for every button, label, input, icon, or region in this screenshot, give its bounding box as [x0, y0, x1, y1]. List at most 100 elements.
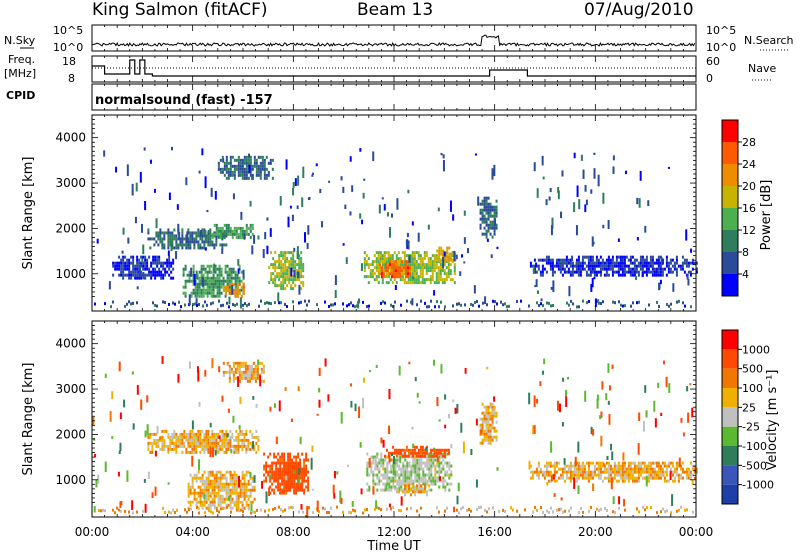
heatmap-cell: [268, 281, 270, 284]
heatmap-cell: [222, 501, 224, 504]
heatmap-cell: [124, 262, 126, 265]
heatmap-cell: [235, 280, 237, 283]
heatmap-cell: [305, 474, 307, 477]
heatmap-cell: [161, 243, 163, 246]
heatmap-cell: [194, 498, 196, 501]
heatmap-cell: [396, 198, 398, 210]
heatmap-cell: [283, 468, 285, 471]
heatmap-cell: [157, 237, 159, 240]
heatmap-cell: [244, 171, 246, 174]
heatmap-cell: [250, 483, 252, 486]
heatmap-cell: [380, 459, 382, 462]
heatmap-cell: [241, 374, 243, 377]
heatmap-cell: [271, 474, 273, 477]
heatmap-cell: [215, 295, 217, 298]
heatmap-cell: [384, 302, 386, 305]
heatmap-cell: [191, 442, 193, 445]
heatmap-cell: [120, 262, 122, 265]
heatmap-cell: [278, 263, 280, 266]
heatmap-cell: [142, 510, 144, 513]
heatmap-cell: [592, 236, 594, 246]
heatmap-cell: [298, 263, 300, 266]
heatmap-cell: [399, 366, 401, 376]
heatmap-cell: [372, 480, 374, 483]
heatmap-cell: [207, 289, 209, 292]
heatmap-cell: [234, 477, 236, 480]
heatmap-cell: [408, 281, 410, 284]
heatmap-cell: [250, 504, 252, 511]
heatmap-cell: [434, 480, 436, 483]
heatmap-cell: [562, 265, 564, 268]
heatmap-cell: [671, 494, 673, 506]
heatmap-cell: [237, 295, 239, 298]
heatmap-cell: [219, 271, 221, 274]
heatmap-cell: [482, 218, 484, 221]
heatmap-cell: [668, 268, 670, 271]
heatmap-cell: [484, 406, 486, 409]
heatmap-cell: [123, 400, 125, 408]
heatmap-cell: [562, 422, 564, 426]
heatmap-cell: [600, 262, 602, 265]
heatmap-cell: [219, 274, 221, 277]
heatmap-cell: [602, 471, 604, 474]
heatmap-cell: [177, 246, 179, 249]
heatmap-cell: [434, 468, 436, 471]
heatmap-cell: [213, 274, 215, 277]
heatmap-cell: [456, 255, 458, 260]
heatmap-cell: [237, 365, 239, 368]
heatmap-cell: [572, 471, 574, 474]
heatmap-cell: [193, 445, 195, 448]
heatmap-cell: [622, 452, 624, 460]
heatmap-cell: [299, 486, 301, 489]
heatmap-cell: [646, 274, 648, 277]
colorbar-swatch: [722, 330, 738, 349]
heatmap-cell: [420, 449, 422, 452]
heatmap-cell: [248, 177, 250, 180]
heatmap-cell: [279, 489, 281, 492]
heatmap-cell: [570, 300, 572, 303]
heatmap-cell: [382, 257, 384, 260]
heatmap-cell: [136, 259, 138, 262]
heatmap-cell: [590, 262, 592, 265]
heatmap-cell: [638, 477, 640, 480]
heatmap-cell: [256, 171, 258, 174]
heatmap-cell: [446, 272, 448, 275]
heatmap-cell: [332, 303, 334, 306]
heatmap-cell: [135, 217, 137, 223]
heatmap-cell: [636, 265, 638, 268]
heatmap-cell: [196, 498, 198, 501]
heatmap-cell: [376, 468, 378, 471]
heatmap-cell: [215, 191, 217, 200]
heatmap-cell: [590, 471, 592, 474]
heatmap-cell: [236, 159, 238, 162]
heatmap-cell: [448, 489, 450, 492]
heatmap-cell: [212, 483, 214, 486]
heatmap-cell: [381, 269, 383, 272]
heatmap-cell: [422, 477, 424, 480]
heatmap-cell: [205, 176, 207, 188]
heatmap-cell: [239, 430, 241, 433]
heatmap-cell: [189, 294, 191, 305]
heatmap-cell: [197, 234, 199, 237]
heatmap-cell: [618, 507, 620, 510]
heatmap-cell: [228, 471, 230, 474]
heatmap-cell: [228, 162, 230, 165]
heatmap-cell: [232, 501, 234, 504]
heatmap-cell: [416, 477, 418, 480]
heatmap-cell: [385, 263, 387, 266]
heatmap-cell: [220, 227, 222, 230]
heatmap-cell: [444, 486, 446, 489]
heatmap-cell: [418, 455, 420, 458]
heatmap-cell: [656, 465, 658, 468]
heatmap-cell: [372, 483, 374, 486]
heatmap-cell: [430, 449, 432, 452]
heatmap-cell: [243, 270, 245, 278]
heatmap-cell: [181, 445, 183, 448]
heatmap-cell: [412, 251, 414, 254]
heatmap-cell: [582, 259, 584, 262]
heatmap-cell: [378, 480, 380, 483]
heatmap-cell: [250, 159, 252, 162]
heatmap-cell: [384, 260, 386, 263]
heatmap-cell: [608, 262, 610, 265]
heatmap-cell: [420, 465, 422, 468]
